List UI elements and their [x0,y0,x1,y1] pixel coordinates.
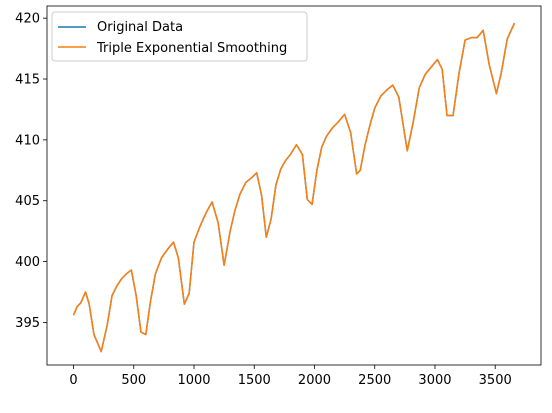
legend-label-triple-exponential-smoothing: Triple Exponential Smoothing [96,41,287,56]
x-tick-label: 500 [121,373,146,388]
series-layer [72,22,516,353]
x-tick-label: 2500 [358,373,391,388]
y-tick-label: 420 [15,12,40,27]
y-tick-label: 415 [15,73,40,88]
legend-label-original-data: Original Data [97,20,183,35]
axes-background [47,6,541,365]
x-axis: 0 500 1000 1500 2000 2500 3000 3500 [69,365,512,388]
y-tick-label: 410 [15,133,40,148]
axes-frame [46,5,542,366]
plot-area [46,5,542,366]
y-tick-label: 395 [15,316,40,331]
x-tick-label: 0 [69,373,77,388]
legend: Original Data Triple Exponential Smoothi… [51,11,308,62]
x-tick-label: 3000 [418,373,451,388]
y-tick-label: 405 [15,194,40,209]
legend-box [51,11,308,62]
x-tick-label: 1000 [177,373,210,388]
x-tick-label: 2000 [298,373,331,388]
x-tick-label: 3500 [479,373,512,388]
x-tick-label: 1500 [238,373,271,388]
y-tick-label: 400 [15,255,40,270]
y-axis: 395 400 405 410 415 420 [15,12,47,331]
series-line-triple-exponential-smoothing [72,22,516,353]
